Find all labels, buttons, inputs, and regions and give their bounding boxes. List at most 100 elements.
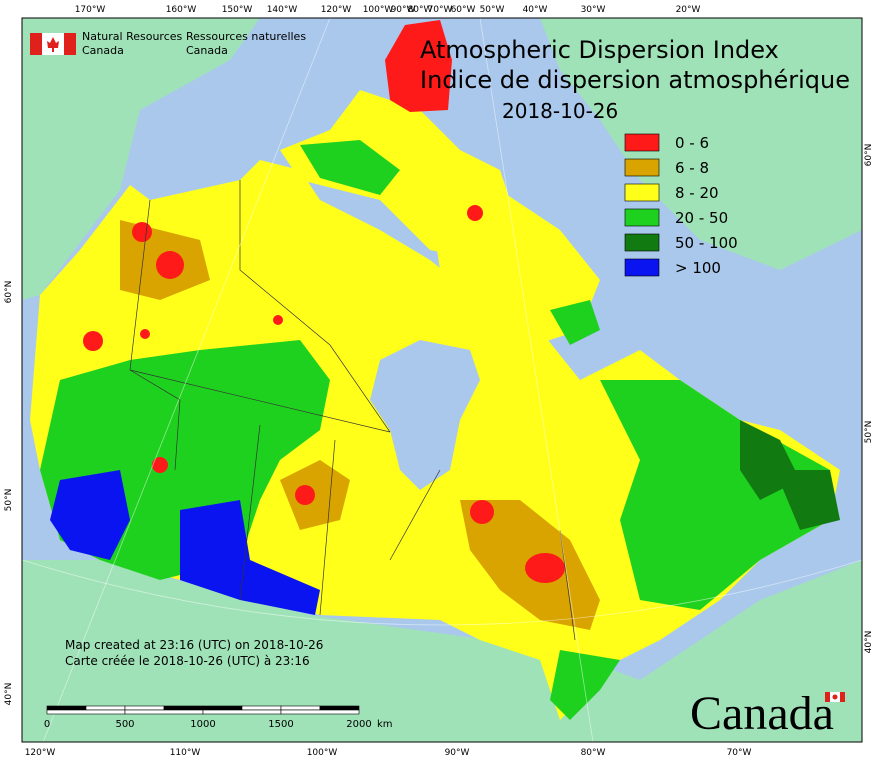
bottom-lon-label: 120°W (25, 748, 56, 758)
left-lat-label: 50°N (4, 489, 14, 512)
title: Atmospheric Dispersion Index (420, 36, 779, 64)
left-lat-label: 60°N (4, 281, 14, 304)
legend-label: 50 - 100 (675, 234, 738, 252)
red-spot (295, 485, 315, 505)
border (129, 199, 181, 471)
title: Indice de dispersion atmosphérique (420, 66, 850, 94)
top-lon-label: 70°W (428, 5, 453, 15)
top-lon-label: 40°W (523, 5, 548, 15)
scale-segment (46, 705, 87, 711)
border (239, 424, 261, 601)
scale-segment (124, 709, 204, 715)
graticule (21, 17, 863, 751)
red-spot (467, 205, 483, 221)
footnote: Map created at 23:16 (UTC) on 2018-10-26 (65, 638, 323, 652)
scale-segment (280, 705, 321, 711)
bottom-lon-label: 90°W (445, 748, 470, 758)
scale-label: 0 (44, 719, 50, 730)
scale-segment (319, 705, 360, 711)
legend-swatch (624, 183, 660, 202)
scale-segment (85, 705, 126, 711)
blue-bc (50, 470, 130, 560)
red-spot (83, 331, 103, 351)
red-spot (470, 500, 494, 524)
right-lat-label: 50°N (864, 421, 874, 444)
left-lat-label: 40°N (4, 683, 14, 706)
green-south (550, 650, 620, 720)
legend-label: > 100 (675, 259, 721, 277)
border (239, 180, 391, 433)
scale-segment (202, 705, 243, 711)
hudson-bay (370, 340, 480, 490)
legend-label: 8 - 20 (675, 184, 719, 202)
red-spot (152, 457, 168, 473)
logo-text: Natural Resources (82, 30, 183, 43)
nrcan-logo (30, 33, 76, 55)
wordmark-flag (825, 692, 845, 702)
border (319, 439, 336, 616)
flag-band (825, 692, 830, 702)
top-lon-label: 170°W (75, 5, 106, 15)
bottom-lon-label: 110°W (170, 748, 201, 758)
ellesmere-red (385, 20, 452, 112)
top-lon-label: 50°W (480, 5, 505, 15)
bottom-lon-label: 100°W (307, 748, 338, 758)
legend-swatch (624, 133, 660, 152)
right-lat-label: 40°N (864, 631, 874, 654)
flag-band (30, 33, 42, 55)
top-lon-label: 150°W (222, 5, 253, 15)
scale-segment (46, 709, 126, 715)
maple-leaf (47, 37, 59, 52)
darkgreen-nfld (775, 470, 840, 530)
bottom-lon-label: 70°W (727, 748, 752, 758)
logo-text: Canada (186, 44, 228, 57)
scale-label: 1000 (190, 719, 215, 730)
legend-swatch (624, 233, 660, 252)
top-lon-label: 80°W (408, 5, 433, 15)
logo-text: Canada (82, 44, 124, 57)
right-lat-label: 60°N (864, 144, 874, 167)
green-arctic (300, 140, 400, 195)
red-spot (140, 329, 150, 339)
green-east (600, 380, 830, 610)
red-spot (273, 315, 283, 325)
graticule-line (21, 559, 863, 626)
top-lon-label: 100°W (363, 5, 394, 15)
legend-label: 0 - 6 (675, 134, 709, 152)
top-lon-label: 20°W (676, 5, 701, 15)
border (389, 469, 441, 561)
scale-label: 1500 (268, 719, 293, 730)
legend-swatch (624, 158, 660, 177)
red-spot (525, 553, 565, 583)
wordmark: Canada (690, 687, 834, 740)
border (129, 369, 391, 433)
top-lon-label: 160°W (166, 5, 197, 15)
top-lon-label: 140°W (267, 5, 298, 15)
legend-swatch (624, 258, 660, 277)
top-lon-label: 90°W (391, 5, 416, 15)
scale-segment (202, 709, 282, 715)
bottom-lon-label: 80°W (581, 748, 606, 758)
legend-label: 6 - 8 (675, 159, 709, 177)
borders (129, 180, 576, 641)
title-date: 2018-10-26 (502, 99, 618, 123)
flag-band (64, 33, 76, 55)
graticule-line (479, 17, 594, 743)
scale-segment (124, 705, 165, 711)
logo-text: Ressources naturelles (186, 30, 306, 43)
scale-segment (241, 705, 282, 711)
greenland (540, 18, 862, 270)
red-spot (156, 251, 184, 279)
top-lon-label: 60°W (451, 5, 476, 15)
blue-prairie (180, 500, 320, 615)
scale-segment (280, 709, 360, 715)
scale-label: 500 (115, 719, 134, 730)
scale-segment (163, 705, 204, 711)
maple-leaf (832, 694, 838, 700)
footnote: Carte créée le 2018-10-26 (UTC) à 23:16 (65, 654, 310, 668)
red-spot (132, 222, 152, 242)
flag-band (840, 692, 845, 702)
scale-unit: km (377, 719, 393, 730)
